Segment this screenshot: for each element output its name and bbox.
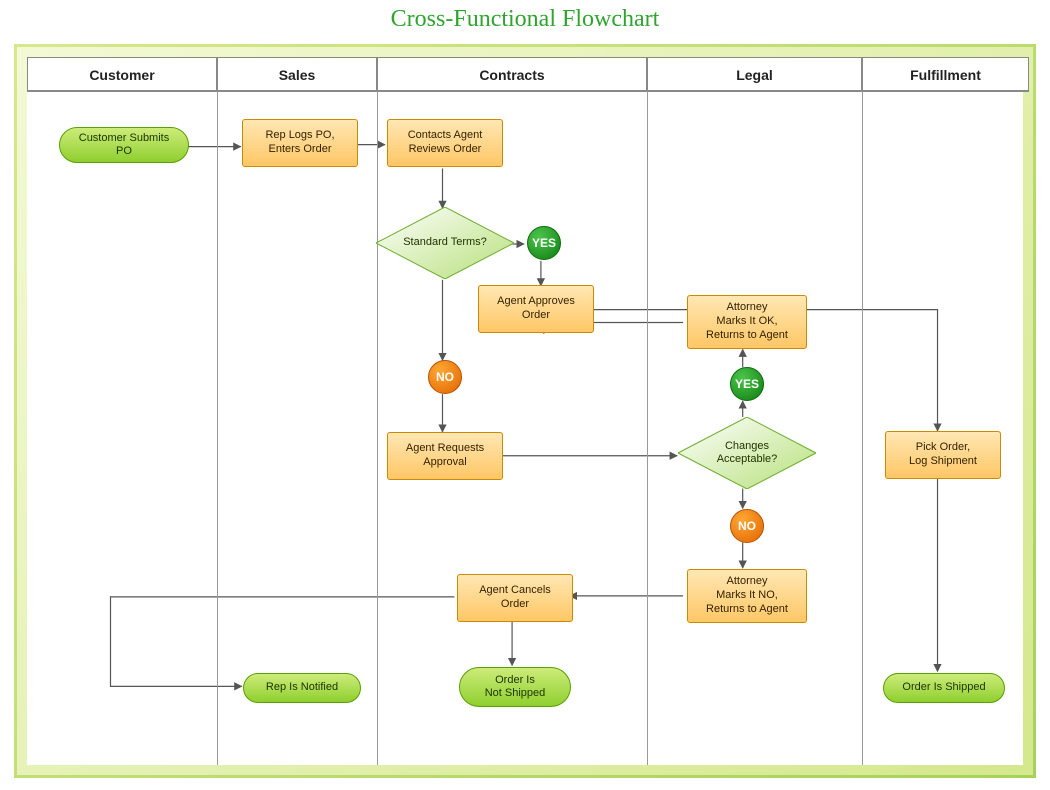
terminator-start: Customer SubmitsPO — [59, 127, 189, 163]
yes-badge-yes2: YES — [730, 367, 764, 401]
flowchart-canvas: CustomerSalesContractsLegalFulfillmentCu… — [27, 57, 1023, 765]
terminator-repnot: Rep Is Notified — [243, 673, 361, 703]
lane-header-legal: Legal — [647, 57, 862, 91]
no-badge-no1: NO — [428, 360, 462, 394]
lane-divider — [377, 91, 378, 765]
terminator-shipped: Order Is Shipped — [883, 673, 1005, 703]
chart-frame: CustomerSalesContractsLegalFulfillment Cu… — [14, 44, 1036, 778]
lane-header-fulfillment: Fulfillment — [862, 57, 1029, 91]
lane-header-customer: Customer — [27, 57, 217, 91]
lane-header-sales: Sales — [217, 57, 377, 91]
decision-label: ChangesAcceptable? — [678, 417, 816, 489]
lane-divider — [862, 91, 863, 765]
lane-divider — [217, 91, 218, 765]
decision-std: Standard Terms? — [376, 207, 514, 279]
process-pick: Pick Order,Log Shipment — [885, 431, 1001, 479]
yes-badge-yes1: YES — [527, 226, 561, 260]
process-replogs: Rep Logs PO,Enters Order — [242, 119, 358, 167]
process-cancel: Agent CancelsOrder — [457, 574, 573, 622]
decision-label: Standard Terms? — [376, 207, 514, 279]
decision-changes: ChangesAcceptable? — [678, 417, 816, 489]
process-attno: AttorneyMarks It NO,Returns to Agent — [687, 569, 807, 623]
process-approve: Agent ApprovesOrder — [478, 285, 594, 333]
process-attok: AttorneyMarks It OK,Returns to Agent — [687, 295, 807, 349]
no-badge-no2: NO — [730, 509, 764, 543]
terminator-notship: Order IsNot Shipped — [459, 667, 571, 707]
process-review: Contacts AgentReviews Order — [387, 119, 503, 167]
lane-header-contracts: Contracts — [377, 57, 647, 91]
process-reqappr: Agent RequestsApproval — [387, 432, 503, 480]
chart-title: Cross-Functional Flowchart — [0, 6, 1050, 33]
lane-divider — [647, 91, 648, 765]
